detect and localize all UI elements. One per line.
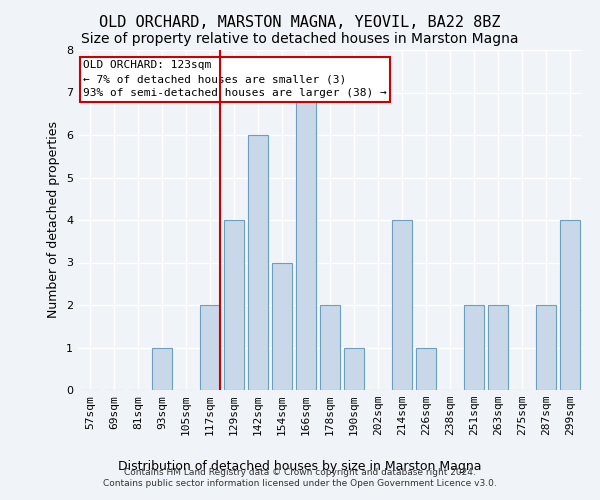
Bar — [560, 220, 580, 390]
Bar — [488, 305, 508, 390]
Bar — [272, 262, 292, 390]
Y-axis label: Number of detached properties: Number of detached properties — [47, 122, 61, 318]
Bar — [152, 348, 172, 390]
Text: Size of property relative to detached houses in Marston Magna: Size of property relative to detached ho… — [81, 32, 519, 46]
Text: OLD ORCHARD: 123sqm
← 7% of detached houses are smaller (3)
93% of semi-detached: OLD ORCHARD: 123sqm ← 7% of detached hou… — [83, 60, 387, 98]
Bar — [200, 305, 220, 390]
Bar — [392, 220, 412, 390]
Text: OLD ORCHARD, MARSTON MAGNA, YEOVIL, BA22 8BZ: OLD ORCHARD, MARSTON MAGNA, YEOVIL, BA22… — [99, 15, 501, 30]
Text: Distribution of detached houses by size in Marston Magna: Distribution of detached houses by size … — [118, 460, 482, 473]
Bar — [416, 348, 436, 390]
Bar — [296, 92, 316, 390]
Bar — [464, 305, 484, 390]
Bar — [248, 135, 268, 390]
Text: Contains HM Land Registry data © Crown copyright and database right 2024.
Contai: Contains HM Land Registry data © Crown c… — [103, 468, 497, 487]
Bar — [224, 220, 244, 390]
Bar — [344, 348, 364, 390]
Bar — [536, 305, 556, 390]
Bar — [320, 305, 340, 390]
